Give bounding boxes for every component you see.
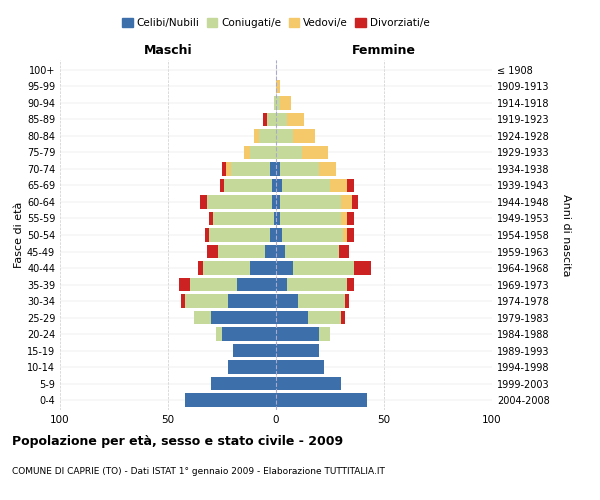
Bar — [283, 228, 343, 241]
Bar — [347, 179, 354, 192]
Bar — [233, 344, 276, 357]
Bar — [276, 228, 283, 241]
Bar — [298, 294, 345, 308]
Bar — [211, 377, 276, 390]
Bar — [198, 262, 203, 274]
Bar — [276, 394, 367, 406]
Bar — [319, 162, 337, 175]
Bar — [308, 311, 341, 324]
Bar — [276, 294, 298, 308]
Bar — [222, 328, 276, 340]
Bar — [280, 196, 341, 208]
Bar — [330, 179, 347, 192]
Bar — [276, 328, 319, 340]
Bar — [283, 179, 330, 192]
Bar — [254, 130, 259, 142]
Bar — [341, 311, 345, 324]
Bar — [181, 294, 185, 308]
Bar — [263, 113, 268, 126]
Bar — [222, 162, 226, 175]
Bar — [276, 179, 283, 192]
Bar — [185, 294, 229, 308]
Bar — [272, 196, 276, 208]
Bar — [287, 278, 347, 291]
Bar — [211, 311, 276, 324]
Bar — [214, 212, 274, 225]
Bar — [352, 196, 358, 208]
Bar — [276, 245, 284, 258]
Bar — [185, 394, 276, 406]
Bar — [276, 96, 280, 110]
Bar — [205, 228, 209, 241]
Bar — [276, 360, 323, 374]
Bar — [209, 228, 269, 241]
Bar — [276, 162, 280, 175]
Bar — [302, 146, 328, 159]
Bar — [293, 262, 354, 274]
Bar — [250, 262, 276, 274]
Bar — [207, 245, 218, 258]
Bar — [229, 360, 276, 374]
Bar — [179, 278, 190, 291]
Bar — [319, 328, 330, 340]
Bar — [276, 113, 287, 126]
Bar — [265, 245, 276, 258]
Bar — [276, 262, 293, 274]
Bar — [220, 179, 224, 192]
Bar — [272, 179, 276, 192]
Bar — [347, 228, 354, 241]
Bar — [347, 278, 354, 291]
Bar — [194, 311, 211, 324]
Bar — [226, 162, 230, 175]
Bar — [268, 113, 276, 126]
Bar — [347, 212, 354, 225]
Bar — [341, 212, 347, 225]
Y-axis label: Fasce di età: Fasce di età — [14, 202, 24, 268]
Bar — [276, 377, 341, 390]
Bar — [354, 262, 371, 274]
Bar — [287, 113, 304, 126]
Bar — [341, 196, 352, 208]
Bar — [230, 162, 269, 175]
Bar — [259, 130, 276, 142]
Bar — [280, 96, 291, 110]
Bar — [276, 344, 319, 357]
Bar — [224, 179, 272, 192]
Bar — [209, 212, 214, 225]
Bar — [203, 262, 250, 274]
Bar — [229, 294, 276, 308]
Bar — [276, 130, 293, 142]
Text: Maschi: Maschi — [143, 44, 193, 57]
Bar — [276, 212, 280, 225]
Bar — [276, 80, 280, 93]
Bar — [274, 212, 276, 225]
Legend: Celibi/Nubili, Coniugati/e, Vedovi/e, Divorziati/e: Celibi/Nubili, Coniugati/e, Vedovi/e, Di… — [120, 16, 432, 30]
Bar — [276, 278, 287, 291]
Bar — [200, 196, 207, 208]
Bar — [276, 311, 308, 324]
Bar — [280, 212, 341, 225]
Bar — [207, 196, 272, 208]
Bar — [190, 278, 237, 291]
Bar — [345, 294, 349, 308]
Bar — [218, 245, 265, 258]
Bar — [244, 146, 250, 159]
Bar — [269, 162, 276, 175]
Bar — [276, 146, 302, 159]
Bar — [250, 146, 276, 159]
Bar — [276, 196, 280, 208]
Bar — [293, 130, 315, 142]
Bar — [338, 245, 349, 258]
Text: Popolazione per età, sesso e stato civile - 2009: Popolazione per età, sesso e stato civil… — [12, 435, 343, 448]
Bar — [215, 328, 222, 340]
Text: Femmine: Femmine — [352, 44, 416, 57]
Text: COMUNE DI CAPRIE (TO) - Dati ISTAT 1° gennaio 2009 - Elaborazione TUTTITALIA.IT: COMUNE DI CAPRIE (TO) - Dati ISTAT 1° ge… — [12, 468, 385, 476]
Bar — [274, 96, 276, 110]
Bar — [269, 228, 276, 241]
Y-axis label: Anni di nascita: Anni di nascita — [561, 194, 571, 276]
Bar — [237, 278, 276, 291]
Bar — [280, 162, 319, 175]
Bar — [343, 228, 347, 241]
Bar — [284, 245, 338, 258]
